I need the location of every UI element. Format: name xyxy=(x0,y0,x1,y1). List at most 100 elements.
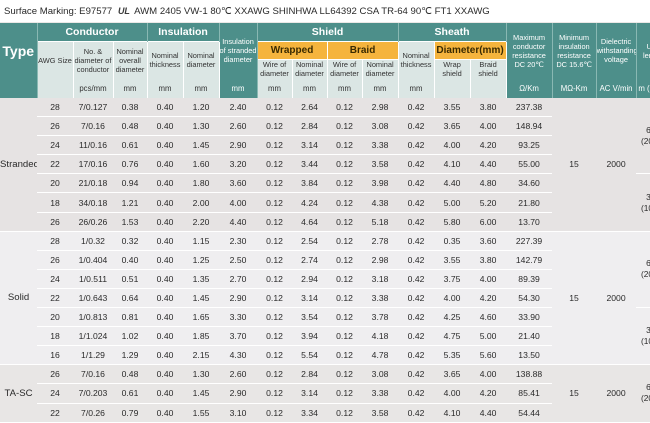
col-unit-length: Unit length xyxy=(636,23,650,78)
table-cell: 1.53 xyxy=(113,212,148,232)
table-cell: 2.60 xyxy=(219,116,258,137)
table-cell: 1/0.813 xyxy=(73,307,113,328)
table-cell: 21.40 xyxy=(506,326,553,347)
table-cell: 0.12 xyxy=(327,173,363,194)
table-cell: 21/0.18 xyxy=(73,173,113,194)
table-cell: 1.45 xyxy=(183,288,220,309)
table-cell: 4.00 xyxy=(470,116,507,137)
table-cell: 0.42 xyxy=(398,154,435,175)
table-cell: 0.76 xyxy=(113,154,148,175)
table-cell: 2.90 xyxy=(219,383,258,404)
col-insulation: Insulation xyxy=(147,23,220,42)
table-cell: 89.39 xyxy=(506,269,553,289)
table-cell: 4.24 xyxy=(292,192,328,213)
unit-mm: mm xyxy=(113,78,148,98)
table-cell: 0.42 xyxy=(398,326,435,347)
table-cell: 3.60 xyxy=(470,231,507,251)
table-cell: 2.94 xyxy=(292,269,328,289)
table-cell: 3.84 xyxy=(292,173,328,194)
table-cell: 0.40 xyxy=(147,116,184,137)
table-cell: 2.70 xyxy=(219,269,258,289)
unit-mm: mm xyxy=(257,78,293,98)
table-cell: 55.00 xyxy=(506,154,553,175)
table-cell: 1/0.643 xyxy=(73,288,113,309)
table-cell: 0.48 xyxy=(113,116,148,137)
table-cell: 4.18 xyxy=(362,326,399,347)
table-cell: 3.14 xyxy=(292,135,328,156)
table-cell: 0.42 xyxy=(398,345,435,366)
table-cell: 1.80 xyxy=(183,173,220,194)
marking-prefix: Surface Marking: E97577 xyxy=(4,6,113,17)
col-wrapped: Wrapped xyxy=(257,41,328,60)
insulation-resistance-cell: 15 xyxy=(552,231,597,366)
table-cell: 1/0.32 xyxy=(73,231,113,251)
table-cell: 20 xyxy=(37,173,73,194)
col-braid-wire-diameter: Wire of diameter xyxy=(327,59,363,78)
table-row: 24 1/0.511 0.51 0.40 1.35 2.70 0.12 2.94 0.12 3.1… xyxy=(0,269,650,289)
table-cell: 0.40 xyxy=(147,212,184,232)
table-cell: 0.42 xyxy=(398,231,435,251)
table-cell: 0.40 xyxy=(147,173,184,194)
col-wrapped-diameter: Nominal diameter xyxy=(292,59,328,78)
unit-pcs-mm: pcs/mm xyxy=(73,78,114,98)
table-cell: 3.60 xyxy=(219,173,258,194)
table-cell: 0.42 xyxy=(398,383,435,404)
table-cell: 0.42 xyxy=(398,116,435,137)
table-cell: 0.61 xyxy=(113,135,148,156)
table-cell: 26 xyxy=(37,364,73,385)
table-cell: 1.21 xyxy=(113,192,148,213)
table-cell: 0.12 xyxy=(257,269,293,289)
col-sheath-diameter: Diameter(mm) xyxy=(434,41,507,60)
unit-ac-v-min: AC V/min xyxy=(596,78,637,98)
table-cell: 0.12 xyxy=(257,383,293,404)
table-row: 24 11/0.16 0.61 0.40 1.45 2.90 0.12 3.14 0.12 3.3… xyxy=(0,135,650,156)
table-cell: 0.40 xyxy=(147,403,184,423)
unit-length-cell: 305 (1000) xyxy=(636,173,650,232)
table-cell: 0.12 xyxy=(257,326,293,347)
table-cell: 0.12 xyxy=(327,403,363,423)
table-cell: 1.65 xyxy=(183,307,220,328)
table-cell: 1.15 xyxy=(183,231,220,251)
table-cell: 0.40 xyxy=(147,383,184,404)
table-row: 26 1/0.404 0.40 0.40 1.25 2.50 0.12 2.74 0.12 2.9… xyxy=(0,250,650,270)
table-cell: 18 xyxy=(37,192,73,213)
table-cell: 4.25 xyxy=(434,307,471,328)
col-braid-diameter: Nominal diameter xyxy=(362,59,399,78)
unit-length-cell: 610 (2000) xyxy=(636,364,650,423)
table-cell: 0.42 xyxy=(398,212,435,232)
table-cell: 54.44 xyxy=(506,403,553,423)
table-cell: 0.42 xyxy=(398,173,435,194)
table-cell: 0.12 xyxy=(257,154,293,175)
table-cell: 3.38 xyxy=(362,288,399,309)
table-cell: 4.40 xyxy=(219,212,258,232)
table-cell: 3.08 xyxy=(362,116,399,137)
table-cell: 4.10 xyxy=(434,154,471,175)
table-cell: 13.50 xyxy=(506,345,553,366)
table-cell: 3.38 xyxy=(362,135,399,156)
table-cell: 26 xyxy=(37,250,73,270)
table-cell: 3.75 xyxy=(434,269,471,289)
table-cell: 0.40 xyxy=(113,250,148,270)
table-cell: 0.12 xyxy=(257,98,293,118)
table-cell: 4.75 xyxy=(434,326,471,347)
table-cell: 3.58 xyxy=(362,403,399,423)
table-cell: 7/0.16 xyxy=(73,364,113,385)
table-cell: 18 xyxy=(37,326,73,347)
col-min-insulation-resistance: Minimum insulation resistance DC 15.6℃ xyxy=(552,23,597,78)
table-cell: 0.42 xyxy=(398,98,435,118)
table-cell: 4.00 xyxy=(219,192,258,213)
table-cell: 4.30 xyxy=(219,345,258,366)
col-type: Type xyxy=(0,23,38,78)
table-cell: 4.60 xyxy=(470,307,507,328)
table-cell: 0.40 xyxy=(147,364,184,385)
table-cell: 3.55 xyxy=(434,98,471,118)
surface-marking: Surface Marking: E97577 UL AWM 2405 VW-1… xyxy=(0,0,650,22)
table-cell: 24 xyxy=(37,383,73,404)
table-cell: 54.30 xyxy=(506,288,553,309)
table-cell: 0.12 xyxy=(327,288,363,309)
table-cell: 4.80 xyxy=(470,173,507,194)
voltage-cell: 2000 xyxy=(596,98,637,232)
table-cell: 4.00 xyxy=(434,135,471,156)
table-cell: 4.10 xyxy=(434,403,471,423)
table-cell: 2.84 xyxy=(292,364,328,385)
